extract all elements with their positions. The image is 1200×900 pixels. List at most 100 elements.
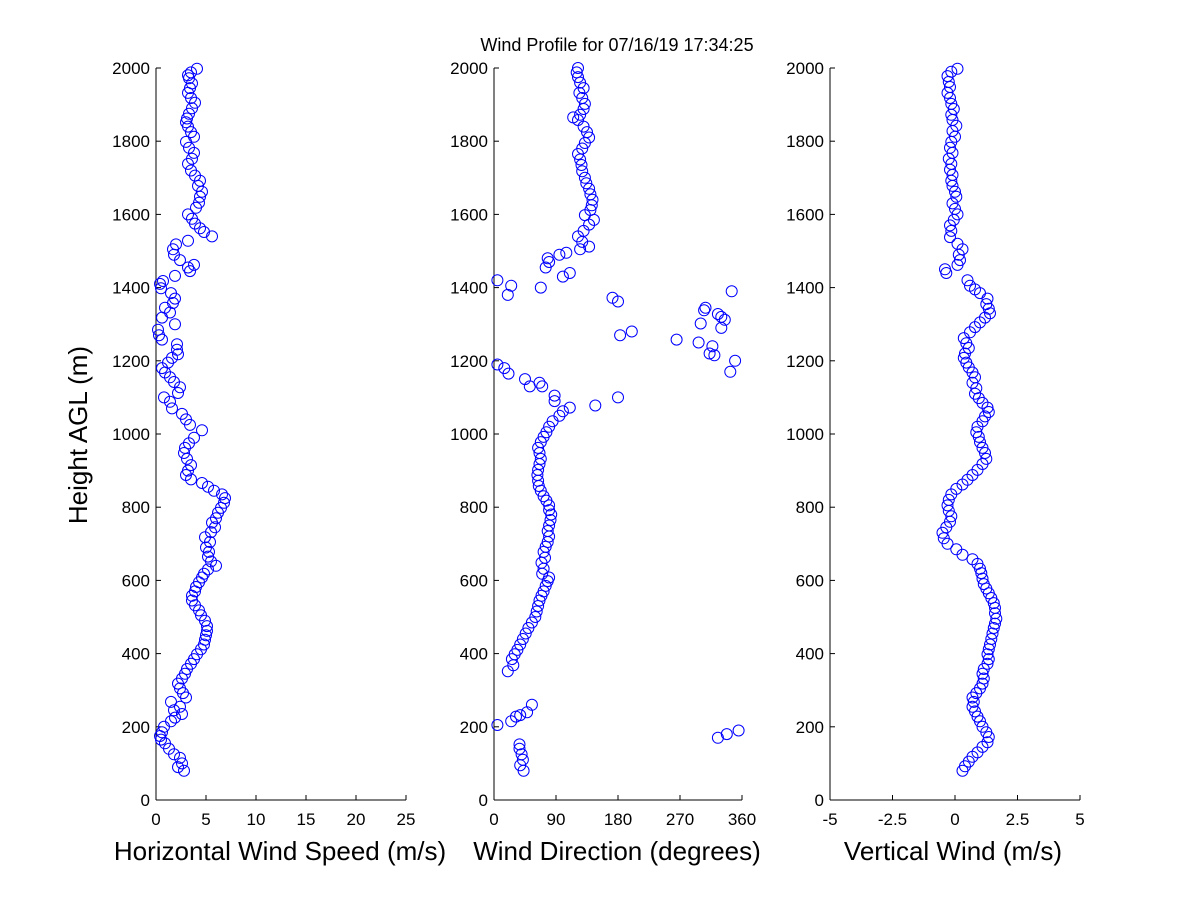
speed-y-tick-label: 1800 <box>112 132 150 151</box>
speed-y-tick-label: 800 <box>122 498 150 517</box>
direction-data-point <box>556 405 569 418</box>
vertical-data-point <box>984 638 996 651</box>
direction-x-tick-label: 90 <box>547 810 566 829</box>
vertical-data-point <box>944 141 956 154</box>
speed-data-point <box>154 277 166 290</box>
speed-x-tick-label: 10 <box>247 810 266 829</box>
direction-data-point <box>724 365 737 378</box>
direction-data-point <box>511 643 524 656</box>
vertical-data-point <box>966 691 979 704</box>
direction-data-point <box>532 463 545 476</box>
direction-data-point <box>576 142 589 155</box>
direction-data-point <box>516 753 529 766</box>
direction-data-point <box>720 728 733 741</box>
direction-data-point <box>584 188 597 201</box>
vertical-y-tick-label: 2000 <box>786 59 824 78</box>
vertical-data-point <box>970 426 983 439</box>
direction-y-tick-label: 800 <box>460 498 488 517</box>
vertical-data-point <box>964 279 976 292</box>
horizontal-wind-speed-panel: 0 200 400 600 800 1000 1200 1400 1600 1800 2000 0 5 1… <box>63 59 446 866</box>
vertical-data-point <box>950 543 963 556</box>
speed-data-point <box>157 275 169 287</box>
direction-x-tick-label: 0 <box>489 810 498 829</box>
wind-direction-panel: 0 200 400 600 800 1000 1200 1400 1600 1800 2000 0 90… <box>450 59 761 866</box>
speed-data-point <box>166 402 178 415</box>
vertical-data-point <box>966 376 979 389</box>
direction-data-point <box>706 340 719 353</box>
direction-y-tick-label: 400 <box>460 645 488 664</box>
vertical-data-point <box>950 119 963 132</box>
speed-data-point <box>172 761 184 774</box>
direction-data-point <box>540 426 553 439</box>
speed-data-point <box>183 141 195 154</box>
direction-data-point <box>732 724 745 737</box>
horizontal-wind-speed-points <box>152 62 231 777</box>
vertical-data-point <box>950 482 963 495</box>
speed-data-point <box>170 238 182 251</box>
direction-data-point <box>583 240 596 253</box>
speed-data-point <box>176 708 188 720</box>
vertical-data-point <box>946 197 959 210</box>
direction-data-point <box>536 380 549 393</box>
speed-data-point <box>164 395 176 408</box>
vertical-data-point <box>942 493 955 506</box>
vertical-data-point <box>976 677 989 690</box>
direction-data-point <box>519 627 532 640</box>
direction-data-point <box>560 246 573 259</box>
speed-data-point <box>166 351 178 364</box>
vertical-data-point <box>957 351 970 364</box>
speed-y-tick-label: 1400 <box>112 279 150 298</box>
direction-data-point <box>532 441 545 454</box>
vertical-data-point <box>982 406 995 418</box>
wind-direction-axes: 0 200 400 600 800 1000 1200 1400 1600 1800 2000 0 90… <box>450 59 756 829</box>
direction-data-point <box>537 490 550 503</box>
vertical-data-point <box>976 667 989 680</box>
direction-data-point <box>533 376 546 389</box>
speed-data-point <box>176 757 188 770</box>
direction-data-point <box>491 358 504 371</box>
vertical-data-point <box>941 499 954 512</box>
direction-data-point <box>578 97 591 110</box>
vertical-data-point <box>980 298 993 311</box>
vertical-data-point <box>972 392 985 405</box>
direction-data-point <box>715 310 728 323</box>
wind-direction-xlabel: Wind Direction (degrees) <box>473 836 761 866</box>
vertical-data-point <box>959 760 971 773</box>
speed-data-point <box>169 318 181 331</box>
direction-data-point <box>548 395 561 408</box>
direction-data-point <box>537 585 550 598</box>
vertical-data-point <box>976 720 989 733</box>
direction-data-point <box>514 709 527 722</box>
direction-data-point <box>580 177 593 190</box>
direction-data-point <box>625 325 638 338</box>
vertical-data-point <box>981 657 994 670</box>
direction-x-tick-label: 360 <box>728 810 756 829</box>
direction-data-point <box>505 279 518 292</box>
vertical-data-point <box>981 736 994 749</box>
speed-data-point <box>188 431 200 444</box>
vertical-data-point <box>982 653 995 666</box>
speed-data-point <box>201 620 213 633</box>
horizontal-wind-speed-axes: 0 200 400 600 800 1000 1200 1400 1600 1800 2000 0 5 1… <box>112 59 415 829</box>
direction-data-point <box>578 171 591 184</box>
speed-data-point <box>178 764 190 777</box>
speed-data-point <box>169 711 181 724</box>
speed-data-point <box>156 726 168 739</box>
vertical-wind-xlabel: Vertical Wind (m/s) <box>844 836 1062 866</box>
speed-data-point <box>171 343 183 356</box>
speed-data-point <box>193 196 205 209</box>
vertical-data-point <box>967 695 980 708</box>
speed-data-point <box>165 715 177 728</box>
vertical-y-tick-label: 1400 <box>786 279 824 298</box>
direction-data-point <box>614 329 627 342</box>
speed-data-point <box>182 464 194 477</box>
speed-data-point <box>165 695 177 708</box>
vertical-data-point <box>945 97 958 110</box>
direction-data-point <box>563 267 576 279</box>
speed-x-tick-label: 0 <box>151 810 160 829</box>
speed-data-point <box>168 704 180 717</box>
vertical-data-point <box>950 190 963 203</box>
speed-data-point <box>178 447 190 459</box>
vertical-y-tick-label: 1600 <box>786 205 824 224</box>
speed-data-point <box>196 477 208 489</box>
